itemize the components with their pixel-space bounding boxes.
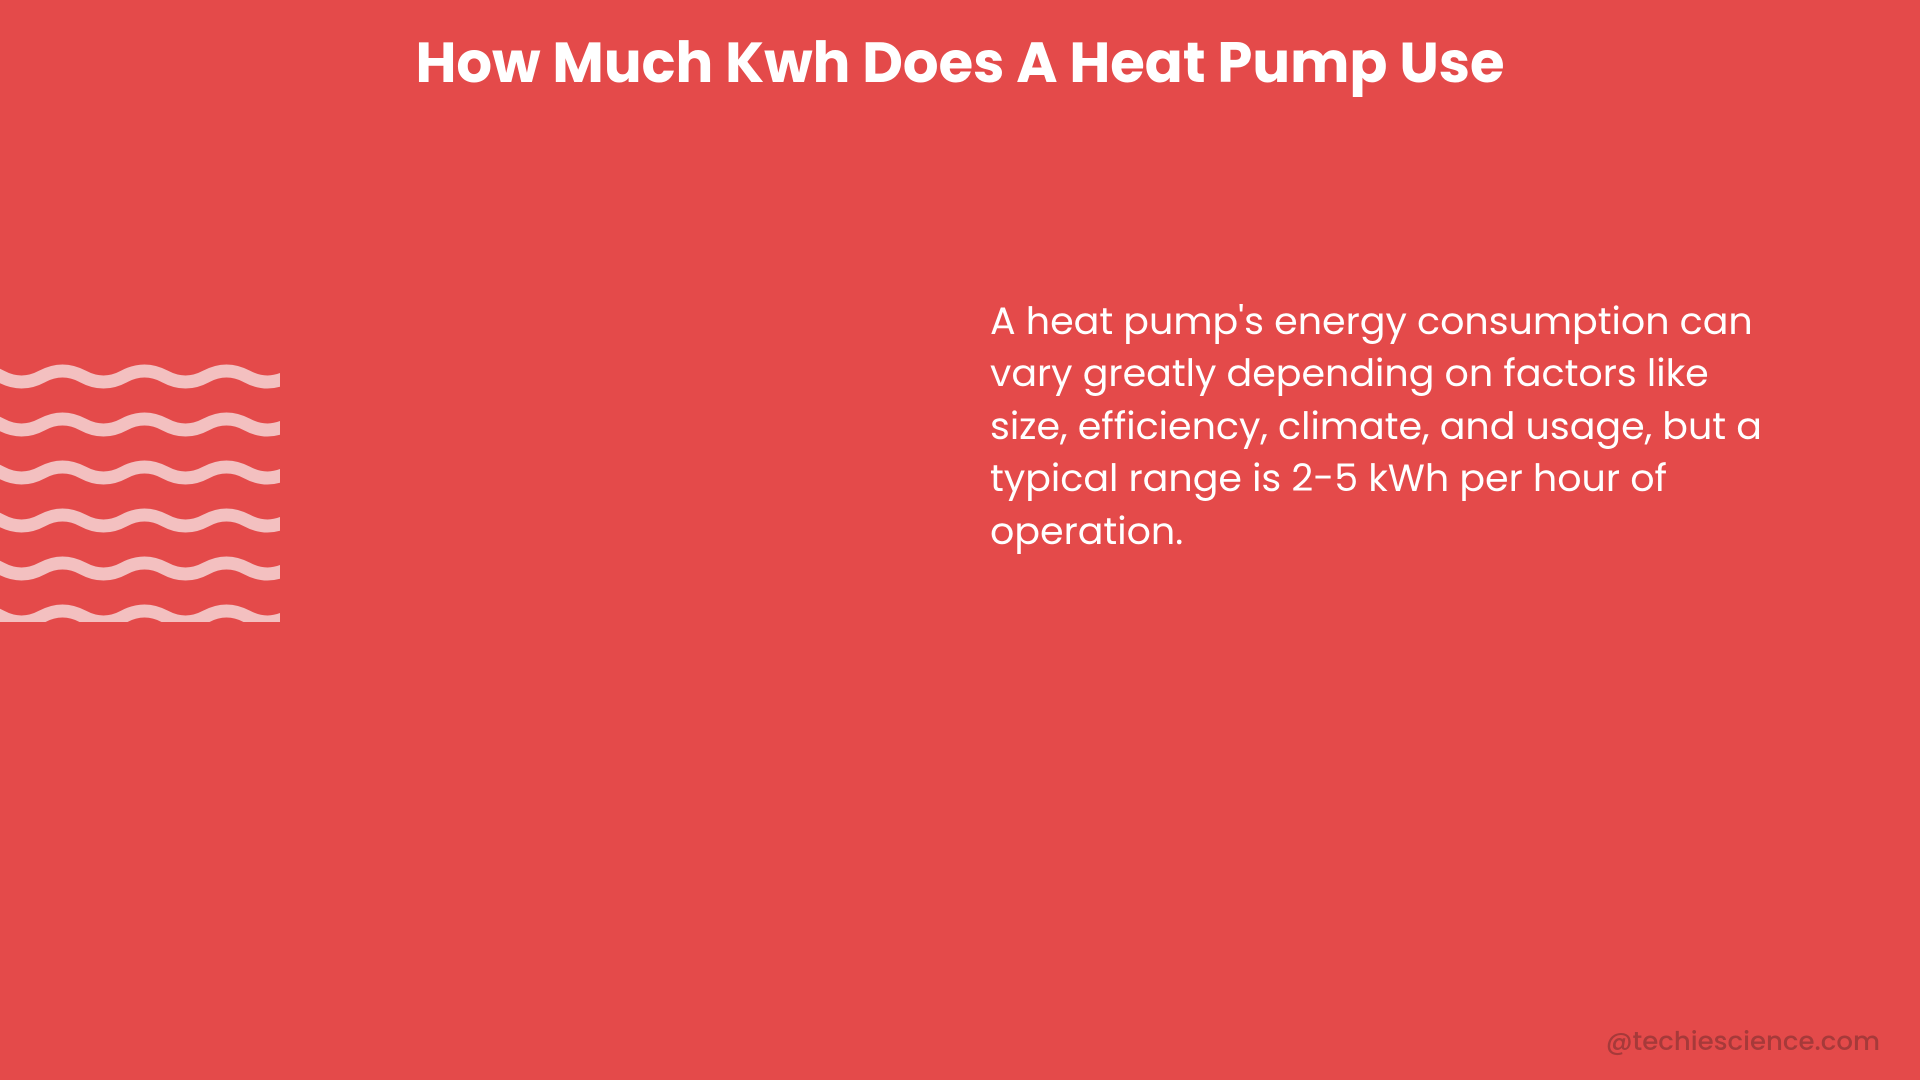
- waves-icon: [0, 362, 280, 622]
- infographic-slide: How Much Kwh Does A Heat Pump Use A heat…: [0, 0, 1920, 1080]
- page-title: How Much Kwh Does A Heat Pump Use: [0, 20, 1920, 105]
- attribution-text: @techiescience.com: [1606, 1023, 1880, 1062]
- body-paragraph: A heat pump's energy consumption can var…: [990, 296, 1790, 558]
